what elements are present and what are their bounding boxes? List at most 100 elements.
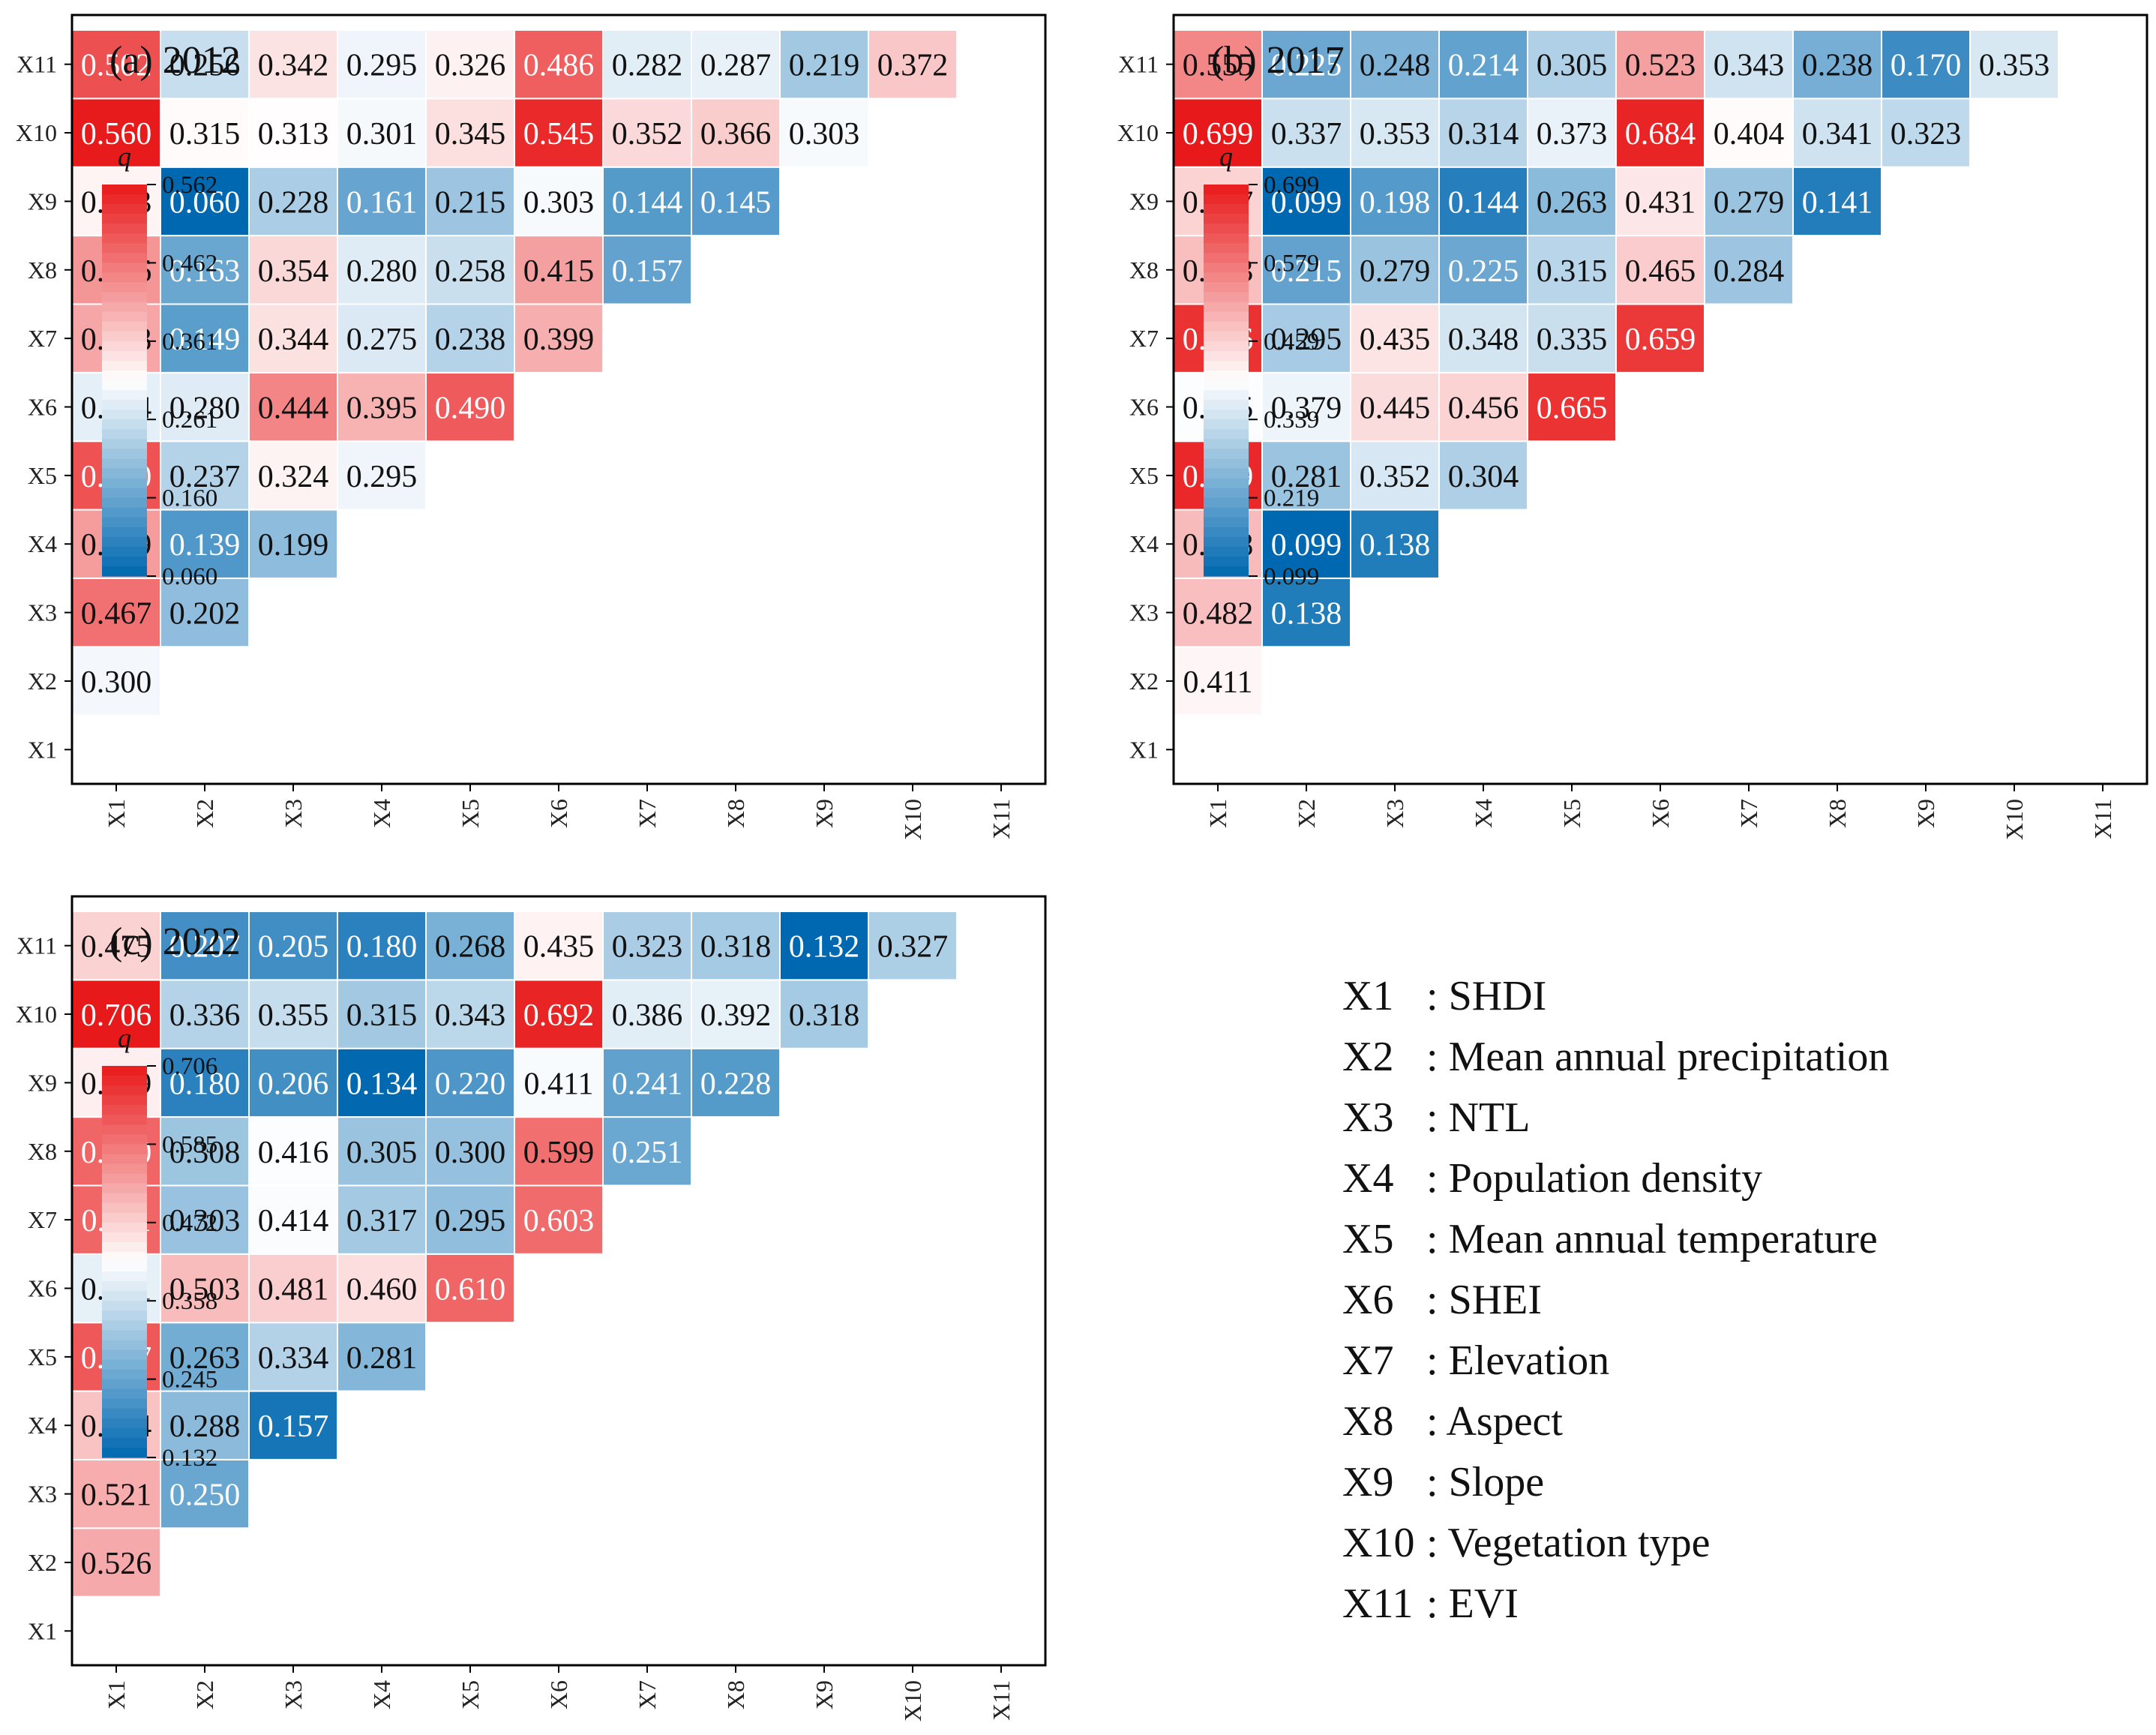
colorbar-segment — [102, 1115, 147, 1125]
legend-label: Population density — [1448, 1155, 1763, 1202]
x-tick-label: X7 — [1735, 799, 1762, 828]
colorbar-segment — [102, 410, 147, 420]
cell-value-label: 0.141 — [1802, 185, 1873, 220]
colorbar-segment — [102, 1330, 147, 1340]
colorbar-segment — [102, 1076, 147, 1086]
heatmap-cell — [602, 235, 692, 305]
colorbar-segment — [102, 1418, 147, 1429]
cell-value-label: 0.281 — [1271, 460, 1342, 494]
cell-value-label: 0.324 — [258, 460, 329, 494]
cell-value-label: 0.414 — [258, 1204, 329, 1238]
y-tick-label: X5 — [1129, 462, 1159, 489]
heatmap-cell — [514, 1047, 604, 1118]
colorbar-segment — [102, 1212, 147, 1223]
colorbar-segment — [1204, 341, 1249, 352]
heatmap-cell — [160, 509, 250, 579]
legend-sep: : — [1426, 1459, 1449, 1505]
cell-value-label: 0.399 — [523, 323, 595, 357]
heatmap-cell — [248, 371, 338, 443]
colorbar-segment — [102, 1154, 147, 1165]
x-tick-label: X3 — [1381, 799, 1408, 828]
legend-label: Vegetation type — [1447, 1520, 1711, 1566]
legend-sep: : — [1426, 1216, 1449, 1262]
heatmap-cell — [779, 911, 869, 981]
cell-value-label: 0.486 — [523, 49, 595, 83]
x-tick-label: X9 — [1912, 799, 1939, 828]
cell-value-label: 0.295 — [1271, 323, 1342, 357]
cell-value-label: 0.490 — [435, 392, 506, 426]
cell-value-label: 0.445 — [1360, 392, 1431, 426]
heatmap-cell — [1527, 98, 1617, 168]
colorbar-segment — [1204, 527, 1249, 538]
heatmap-cell — [160, 29, 250, 100]
x-tick-label: X6 — [545, 1680, 572, 1709]
cell-value-label: 0.256 — [169, 49, 241, 83]
heatmap-cell — [337, 1116, 427, 1187]
cell-value-label: 0.099 — [1271, 185, 1342, 220]
cell-value-label: 0.352 — [1360, 460, 1431, 494]
legend-item: X2: Mean annual precipitation — [1342, 1027, 1889, 1088]
heatmap-cell — [1261, 371, 1351, 443]
cell-value-label: 0.280 — [169, 392, 241, 426]
heatmap-cell — [1173, 29, 1263, 100]
colorbar-segment — [102, 400, 147, 410]
cell-value-label: 0.344 — [258, 323, 329, 357]
colorbar-segment — [102, 1301, 147, 1311]
cell-value-label: 0.502 — [81, 49, 152, 83]
legend-code: X9 — [1342, 1459, 1394, 1505]
heatmap-cell — [160, 911, 250, 981]
cell-value-label: 0.279 — [1360, 254, 1431, 289]
legend-item: X4: Population density — [1342, 1148, 1889, 1209]
colorbar-tick-label: 0.060 — [162, 563, 217, 590]
cell-value-label: 0.318 — [789, 998, 860, 1033]
heatmap-cell — [1261, 166, 1351, 237]
legend-label: EVI — [1448, 1580, 1519, 1627]
cell-value-label: 0.305 — [1537, 49, 1608, 83]
x-tick-label: X9 — [811, 799, 838, 828]
heatmap-cell — [691, 1047, 781, 1118]
x-tick-label: X8 — [1824, 799, 1851, 828]
colorbar-segment — [1204, 566, 1249, 577]
variable-legend: X1: SHDI X2: Mean annual precipitation X… — [1342, 966, 1889, 1634]
colorbar-segment — [102, 1359, 147, 1370]
heatmap-cell — [1261, 303, 1351, 374]
colorbar-tick-label: 0.462 — [162, 250, 217, 277]
cell-value-label: 0.353 — [1360, 117, 1431, 152]
panel-title: (b) 2017 — [1211, 39, 1345, 82]
heatmap-cell — [1261, 235, 1351, 305]
heatmap-cell — [1615, 303, 1705, 374]
y-tick-label: X10 — [1117, 119, 1159, 146]
cell-value-label: 0.263 — [1537, 185, 1608, 220]
legend-item: X6: SHEI — [1342, 1270, 1889, 1331]
heatmap-cell — [160, 1458, 250, 1529]
cell-value-label: 0.138 — [1271, 597, 1342, 632]
heatmap-cell — [248, 1184, 338, 1255]
heatmap-cell — [160, 1322, 250, 1392]
y-tick-label: X2 — [1129, 668, 1159, 695]
heatmap-cell — [1350, 440, 1440, 511]
heatmap-cell — [337, 1047, 427, 1118]
cell-value-label: 0.282 — [612, 49, 683, 83]
colorbar-segment — [102, 566, 147, 577]
cell-value-label: 0.180 — [169, 1067, 241, 1101]
cell-value-label: 0.280 — [346, 254, 418, 289]
cell-value-label: 0.684 — [1625, 117, 1696, 152]
legend-code: X10 — [1342, 1520, 1415, 1566]
cell-value-label: 0.404 — [1714, 117, 1785, 152]
x-tick-label: X2 — [191, 799, 218, 828]
heatmap-cell — [1527, 371, 1617, 443]
colorbar-segment — [1204, 439, 1249, 449]
colorbar-segment — [1204, 243, 1249, 254]
cell-value-label: 0.560 — [81, 117, 152, 152]
colorbar-segment — [102, 536, 147, 548]
colorbar-segment — [102, 527, 147, 538]
cell-value-label: 0.144 — [1448, 185, 1519, 220]
heatmap-cell — [779, 98, 869, 168]
colorbar-segment — [102, 1085, 147, 1096]
cell-value-label: 0.157 — [258, 1409, 329, 1444]
heatmap-cell — [71, 1527, 161, 1598]
heatmap-cell — [425, 1116, 515, 1187]
cell-value-label: 0.460 — [346, 1273, 418, 1307]
colorbar-segment — [1204, 390, 1249, 401]
